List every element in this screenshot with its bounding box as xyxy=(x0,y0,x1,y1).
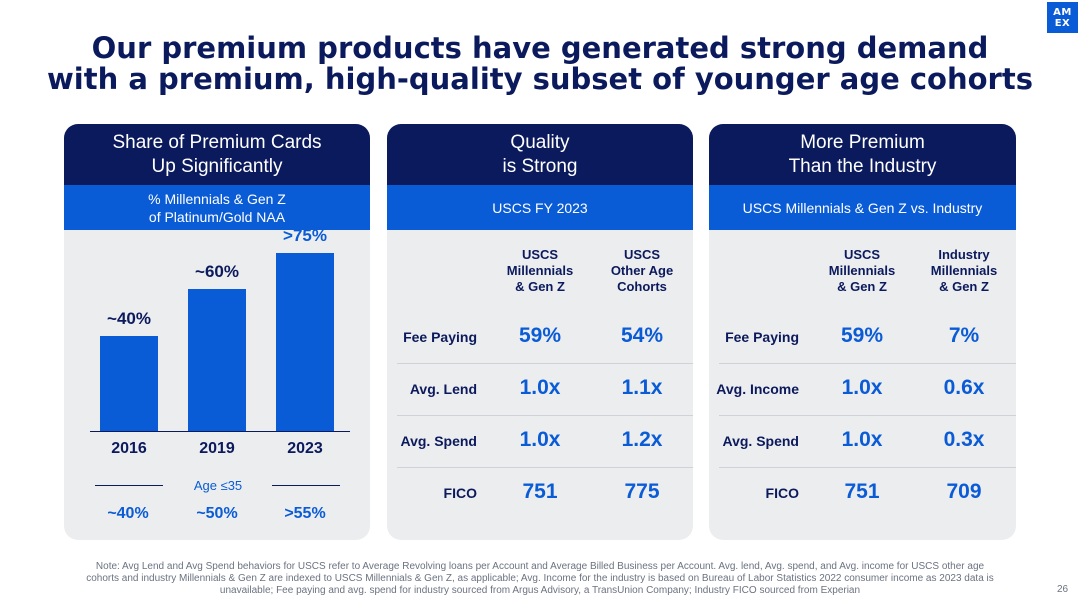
panel3-value: 751 xyxy=(844,480,880,503)
panel2-row-label: Fee Paying xyxy=(403,329,477,345)
row-divider xyxy=(397,467,693,468)
bar-2023 xyxy=(276,252,334,431)
panel2-value: 775 xyxy=(624,480,660,503)
title-line-1: Our premium products have generated stro… xyxy=(91,31,989,65)
panel3-col1-line-3: & Gen Z xyxy=(837,279,887,294)
panel2-col2-line-1: USCS xyxy=(623,247,661,262)
panel3-value: 0.3x xyxy=(943,428,985,451)
page-number: 26 xyxy=(1057,584,1069,595)
row-divider xyxy=(719,467,1016,468)
panel3-header: More Premium Than the Industry xyxy=(709,124,1016,185)
row-divider xyxy=(719,415,1016,416)
panel2-value: 1.0x xyxy=(519,376,561,399)
row-divider xyxy=(397,415,693,416)
title-line-2: with a premium, high-quality subset of y… xyxy=(47,62,1033,96)
panel3-col1-line-2: Millennials xyxy=(828,263,896,278)
age-rule-right xyxy=(272,485,340,486)
panel3-value: 0.6x xyxy=(943,376,985,399)
panel1-header-line-2: Up Significantly xyxy=(151,156,283,177)
panel2-row-label: Avg. Spend xyxy=(400,433,478,449)
bar-2016 xyxy=(100,336,158,431)
panel3-value: 7% xyxy=(948,324,980,347)
panel3-value: 1.0x xyxy=(841,376,883,399)
panel3-col2-header: Industry Millennials & Gen Z xyxy=(919,247,1009,295)
panel3-header-line-1: More Premium xyxy=(800,132,925,153)
panel2-value: 59% xyxy=(518,324,562,347)
panel2-value: 1.0x xyxy=(519,428,561,451)
panel1-sub-line-2: of Platinum/Gold NAA xyxy=(148,208,286,225)
panel1-subheader: % Millennials & Gen Z of Platinum/Gold N… xyxy=(64,185,370,230)
panel3-value: 59% xyxy=(840,324,884,347)
panel2-value: 54% xyxy=(620,324,664,347)
panel3-col2-line-2: Millennials xyxy=(930,263,998,278)
age-value-2023: >55% xyxy=(284,505,326,522)
panel3-col2-line-1: Industry xyxy=(938,247,990,262)
panel3-row-label: Avg. Income xyxy=(716,381,799,397)
panel2-col1-line-3: & Gen Z xyxy=(515,279,565,294)
panel2-col2-line-3: Cohorts xyxy=(617,279,667,294)
panel3-row-label: Avg. Spend xyxy=(722,433,800,449)
panel3-col1-header: USCS Millennials & Gen Z xyxy=(817,247,907,295)
row-divider xyxy=(719,363,1016,364)
bar-label-2016: ~40% xyxy=(107,309,151,328)
page-title: Our premium products have generated stro… xyxy=(0,33,1080,95)
panel2-col1-line-1: USCS xyxy=(521,247,559,262)
panel2-header: Quality is Strong xyxy=(387,124,693,185)
panel3-value: 1.0x xyxy=(841,428,883,451)
amex-logo: AM EX xyxy=(1047,2,1078,33)
x-axis-line xyxy=(90,431,350,432)
panel3-subheader: USCS Millennials & Gen Z vs. Industry xyxy=(709,185,1016,230)
panel1-sub-line-1: % Millennials & Gen Z xyxy=(148,190,286,207)
footnote: Note: Avg Lend and Avg Spend behaviors f… xyxy=(86,561,994,596)
panel2-col2-line-2: Other Age xyxy=(610,263,674,278)
x-tick-2023: 2023 xyxy=(287,440,323,457)
panel2-col1-header: USCS Millennials & Gen Z xyxy=(495,247,585,295)
panel3-header-line-2: Than the Industry xyxy=(788,156,937,177)
bar-label-2019: ~60% xyxy=(195,261,239,281)
panel2-subheader: USCS FY 2023 xyxy=(387,185,693,230)
age-rule-left xyxy=(95,485,163,486)
x-tick-2016: 2016 xyxy=(111,440,147,457)
panel2-header-line-2: is Strong xyxy=(502,156,578,177)
panel3-col2-line-3: & Gen Z xyxy=(939,279,989,294)
panel-quality: Quality is Strong USCS FY 2023 xyxy=(387,124,693,540)
panel1-header: Share of Premium Cards Up Significantly xyxy=(64,124,370,185)
age-value-2016: ~40% xyxy=(107,505,149,522)
panel2-col2-header: USCS Other Age Cohorts xyxy=(597,247,687,295)
logo-line-1: AM xyxy=(1053,7,1072,18)
bar-2019 xyxy=(188,288,246,431)
panel2-value: 1.1x xyxy=(621,376,663,399)
age-label: Age ≤35 xyxy=(193,478,243,493)
panel2-row-label: Avg. Lend xyxy=(409,381,477,397)
x-tick-2019: 2019 xyxy=(199,440,235,457)
panel3-row-label: Fee Paying xyxy=(725,329,799,345)
panel2-value: 751 xyxy=(522,480,558,503)
panel3-col1-line-1: USCS xyxy=(843,247,881,262)
logo-line-2: EX xyxy=(1054,18,1071,29)
panel3-value: 709 xyxy=(946,480,982,503)
panel2-row-label: FICO xyxy=(443,485,477,501)
age-value-2019: ~50% xyxy=(196,505,238,522)
panel-more-premium: More Premium Than the Industry USCS Mill… xyxy=(709,124,1016,540)
bar-label-2023: >75% xyxy=(283,225,327,245)
panel1-header-line-1: Share of Premium Cards xyxy=(112,132,322,153)
panel2-value: 1.2x xyxy=(621,428,663,451)
panel2-col1-line-2: Millennials xyxy=(506,263,574,278)
panel3-row-label: FICO xyxy=(765,485,799,501)
panel2-header-line-1: Quality xyxy=(510,132,570,153)
row-divider xyxy=(397,363,693,364)
